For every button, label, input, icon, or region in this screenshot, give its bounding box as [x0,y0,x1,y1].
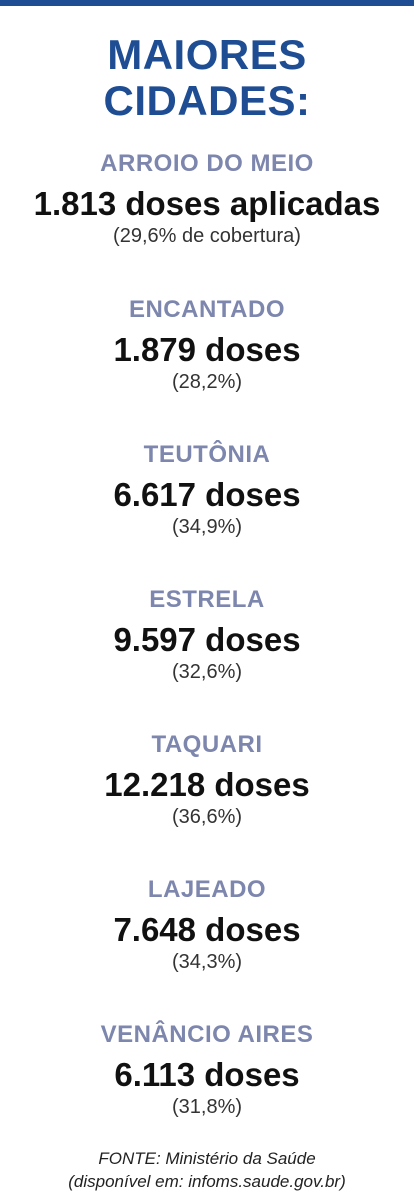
city-block-teutonia: TEUTÔNIA 6.617 doses (34,9%) [0,441,414,539]
city-doses: 1.879 doses [113,331,301,368]
city-coverage: (34,9%) [171,516,243,538]
city-doses: 9.597 doses [113,621,301,658]
city-doses: 12.218 doses [104,766,310,803]
city-name: TAQUARI [151,731,263,758]
city-coverage: (32,6%) [171,661,243,683]
city-coverage: (36,6%) [171,806,243,828]
city-coverage: (28,2%) [171,371,243,393]
headline-line-2: CIDADES: [103,77,311,124]
city-name: ENCANTADO [128,296,286,323]
top-accent-bar [0,0,414,6]
city-name: ESTRELA [149,586,265,613]
city-doses: 6.113 doses [114,1056,300,1093]
city-name: LAJEADO [147,876,267,903]
city-block-estrela: ESTRELA 9.597 doses (32,6%) [0,586,414,684]
city-doses: 1.813 doses aplicadas [33,185,381,222]
source-line-2: (disponível em: infoms.saude.gov.br) [68,1172,346,1191]
source-line-1: FONTE: Ministério da Saúde [98,1149,316,1168]
city-doses: 7.648 doses [113,911,301,948]
city-name: TEUTÔNIA [143,441,271,468]
headline-line-1: MAIORES [107,31,307,78]
city-block-taquari: TAQUARI 12.218 doses (36,6%) [0,731,414,829]
city-block-venancio-aires: VENÂNCIO AIRES 6.113 doses (31,8%) [0,1021,414,1119]
headline: MAIORES CIDADES: [0,32,414,124]
city-block-arroio-do-meio: ARROIO DO MEIO 1.813 doses aplicadas (29… [0,150,414,248]
city-coverage: (34,3%) [171,951,243,973]
city-name: VENÂNCIO AIRES [100,1021,314,1048]
city-doses: 6.617 doses [113,476,301,513]
city-coverage: (29,6% de cobertura) [113,225,301,247]
city-coverage: (31,8%) [171,1096,243,1118]
city-block-encantado: ENCANTADO 1.879 doses (28,2%) [0,296,414,394]
city-block-lajeado: LAJEADO 7.648 doses (34,3%) [0,876,414,974]
city-name: ARROIO DO MEIO [100,150,314,177]
source-note: FONTE: Ministério da Saúde (disponível e… [0,1147,414,1193]
